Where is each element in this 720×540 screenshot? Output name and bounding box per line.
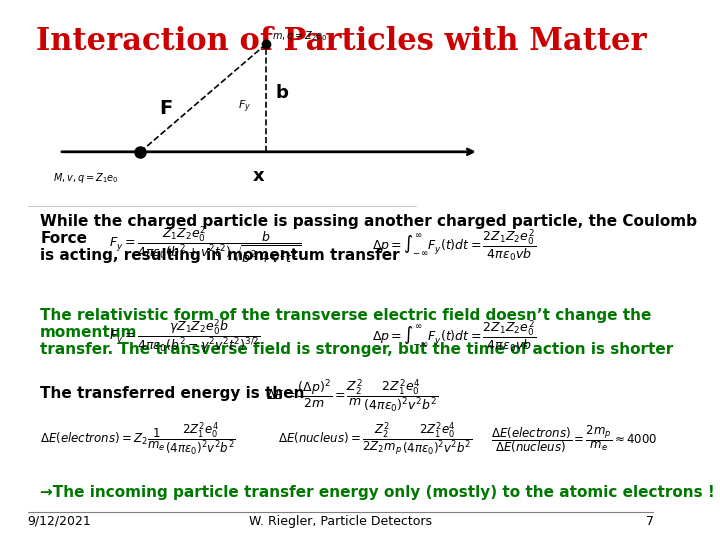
Text: W. Riegler, Particle Detectors: W. Riegler, Particle Detectors	[249, 515, 433, 528]
Text: $\dfrac{\Delta E(electrons)}{\Delta E(nucleus)} = \dfrac{2m_p}{m_e} \approx 4000: $\dfrac{\Delta E(electrons)}{\Delta E(nu…	[491, 423, 657, 455]
Text: 9/12/2021: 9/12/2021	[27, 515, 91, 528]
Text: $\Delta E = \dfrac{(\Delta p)^2}{2m} = \dfrac{Z_2^2}{m} \dfrac{2Z_1^2 e_0^4}{(4\: $\Delta E = \dfrac{(\Delta p)^2}{2m} = \…	[266, 377, 438, 415]
Text: $F_y = \dfrac{\gamma Z_1 Z_2 e_0^2 b}{4\pi\varepsilon_0(b^2 - \gamma^2 v^2 t^2)^: $F_y = \dfrac{\gamma Z_1 Z_2 e_0^2 b}{4\…	[109, 318, 261, 356]
Text: $\Delta p = \int_{-\infty}^{\infty} F_y(t)dt = \dfrac{2Z_1 Z_2 e_0^2}{4\pi\varep: $\Delta p = \int_{-\infty}^{\infty} F_y(…	[372, 319, 536, 355]
Text: b: b	[275, 84, 288, 102]
Text: Interaction of Particles with Matter: Interaction of Particles with Matter	[35, 25, 647, 57]
Text: $M, v, q = Z_1 e_0$: $M, v, q = Z_1 e_0$	[53, 171, 118, 185]
Text: The relativistic form of the transverse electric field doesn’t change the moment: The relativistic form of the transverse …	[40, 308, 673, 357]
Text: The transferred energy is then: The transferred energy is then	[40, 386, 305, 401]
Text: $F_y$: $F_y$	[238, 98, 251, 114]
Text: $\Delta p = \int_{-\infty}^{\infty} F_y(t)dt = \dfrac{2Z_1 Z_2 e_0^2}{4\pi\varep: $\Delta p = \int_{-\infty}^{\infty} F_y(…	[372, 228, 536, 264]
Text: →The incoming particle transfer energy only (mostly) to the atomic electrons !: →The incoming particle transfer energy o…	[40, 485, 715, 500]
Text: x: x	[253, 167, 265, 185]
Text: $m, q = Z_2 e_0$: $m, q = Z_2 e_0$	[272, 29, 328, 43]
Text: F: F	[159, 99, 173, 118]
Text: While the charged particle is passing another charged particle, the Coulomb Forc: While the charged particle is passing an…	[40, 214, 697, 264]
Text: $\Delta E(nucleus) = \dfrac{Z_2^2}{2Z_2 m_p} \dfrac{2Z_1^2 e_0^4}{(4\pi\varepsil: $\Delta E(nucleus) = \dfrac{Z_2^2}{2Z_2 …	[278, 421, 473, 458]
Text: 7: 7	[646, 515, 654, 528]
Text: $\Delta E(electrons) = Z_2 \dfrac{1}{m_e} \dfrac{2Z_1^2 e_0^4}{(4\pi\varepsilon_: $\Delta E(electrons) = Z_2 \dfrac{1}{m_e…	[40, 421, 236, 458]
Text: $F_y = \dfrac{Z_1 Z_2 e_0^2}{4\pi\varepsilon_0(b^2+v^2t^2)} \dfrac{b}{\sqrt{b^2+: $F_y = \dfrac{Z_1 Z_2 e_0^2}{4\pi\vareps…	[109, 225, 301, 266]
